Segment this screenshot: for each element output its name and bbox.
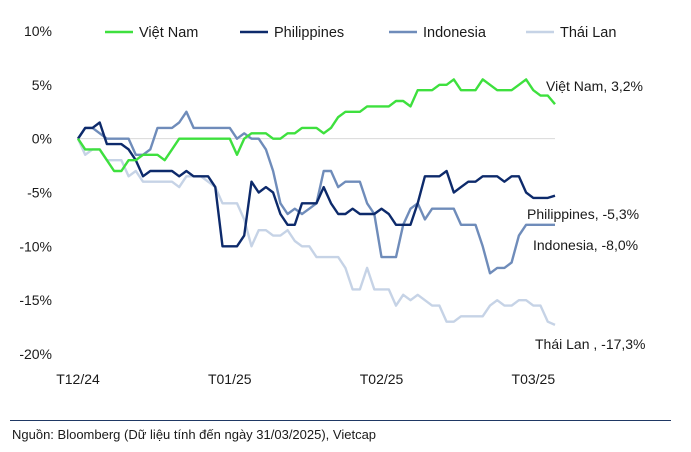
legend-label: Philippines — [274, 25, 344, 41]
end-label: Philippines, -5,3% — [527, 206, 639, 222]
end-label: Việt Nam, 3,2% — [546, 78, 643, 94]
end-labels: Việt Nam, 3,2% Philippines, -5,3% Indonesi… — [527, 78, 646, 352]
x-tick-label: T01/25 — [208, 371, 252, 387]
y-tick-label: -10% — [19, 238, 52, 254]
series-line-vi-t-nam — [77, 78, 556, 173]
series-line-indonesia — [77, 110, 555, 275]
y-tick-label: 0% — [32, 131, 52, 147]
series-line-philippines — [77, 121, 556, 248]
legend-label: Việt Nam — [139, 25, 198, 41]
legend-label: Indonesia — [423, 25, 487, 41]
y-tick-label: 5% — [32, 77, 52, 93]
source-divider — [10, 420, 671, 421]
legend: Việt Nam Philippines Indonesia Thái Lan — [105, 25, 616, 41]
y-tick-label: 10% — [24, 23, 52, 39]
y-tick-label: -15% — [19, 292, 52, 308]
end-label: Indonesia, -8,0% — [533, 237, 638, 253]
x-tick-label: T02/25 — [360, 371, 404, 387]
x-tick-label: T03/25 — [512, 371, 556, 387]
legend-label: Thái Lan — [560, 25, 616, 41]
y-axis: 10% 5% 0% -5% -10% -15% -20% — [19, 23, 52, 362]
source-note: Nguồn: Bloomberg (Dữ liệu tính đến ngày … — [12, 427, 377, 442]
y-tick-label: -20% — [19, 346, 52, 362]
line-chart: 10% 5% 0% -5% -10% -15% -20% T12/24 T01/25 T02/2… — [19, 23, 646, 387]
y-tick-label: -5% — [27, 185, 52, 201]
x-tick-label: T12/24 — [56, 371, 100, 387]
x-axis: T12/24 T01/25 T02/25 T03/25 — [56, 371, 555, 387]
series-line-th-i-lan — [76, 138, 556, 326]
series-lines — [76, 78, 556, 326]
end-label: Thái Lan , -17,3% — [535, 336, 646, 352]
